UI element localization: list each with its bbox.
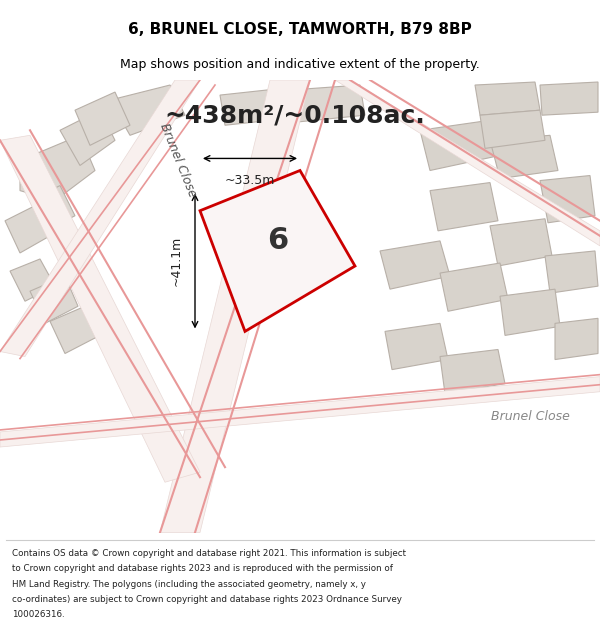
Text: Map shows position and indicative extent of the property.: Map shows position and indicative extent… <box>120 58 480 71</box>
Text: to Crown copyright and database rights 2023 and is reproduced with the permissio: to Crown copyright and database rights 2… <box>12 564 393 573</box>
Polygon shape <box>10 259 55 301</box>
Polygon shape <box>30 186 75 231</box>
Text: Brunel Close: Brunel Close <box>491 411 569 423</box>
Text: ~33.5m: ~33.5m <box>225 174 275 186</box>
Polygon shape <box>20 135 95 201</box>
Text: 6: 6 <box>268 226 289 256</box>
Polygon shape <box>475 82 540 115</box>
Polygon shape <box>430 182 498 231</box>
Text: HM Land Registry. The polygons (including the associated geometry, namely x, y: HM Land Registry. The polygons (includin… <box>12 579 366 589</box>
Polygon shape <box>335 80 600 246</box>
Polygon shape <box>220 88 290 125</box>
Polygon shape <box>420 120 500 171</box>
Polygon shape <box>60 110 115 166</box>
Polygon shape <box>200 171 355 331</box>
Polygon shape <box>290 85 365 122</box>
Text: 6, BRUNEL CLOSE, TAMWORTH, B79 8BP: 6, BRUNEL CLOSE, TAMWORTH, B79 8BP <box>128 22 472 38</box>
Polygon shape <box>30 276 78 323</box>
Polygon shape <box>50 306 98 354</box>
Text: ~438m²/~0.108ac.: ~438m²/~0.108ac. <box>164 103 425 127</box>
Text: co-ordinates) are subject to Crown copyright and database rights 2023 Ordnance S: co-ordinates) are subject to Crown copyr… <box>12 595 402 604</box>
Text: 100026316.: 100026316. <box>12 610 65 619</box>
Polygon shape <box>75 92 130 146</box>
Polygon shape <box>540 82 598 115</box>
Polygon shape <box>440 349 505 394</box>
Polygon shape <box>0 135 200 483</box>
Polygon shape <box>540 176 595 222</box>
Text: ~41.1m: ~41.1m <box>170 236 183 286</box>
Polygon shape <box>385 323 448 369</box>
Polygon shape <box>440 263 508 311</box>
Polygon shape <box>160 80 310 532</box>
Polygon shape <box>5 206 50 253</box>
Polygon shape <box>480 110 545 148</box>
Polygon shape <box>490 135 558 179</box>
Polygon shape <box>110 85 185 135</box>
Polygon shape <box>0 377 600 447</box>
Polygon shape <box>500 289 560 336</box>
Text: Contains OS data © Crown copyright and database right 2021. This information is : Contains OS data © Crown copyright and d… <box>12 549 406 558</box>
Polygon shape <box>545 251 598 293</box>
Polygon shape <box>555 318 598 359</box>
Polygon shape <box>490 219 552 266</box>
Polygon shape <box>380 241 450 289</box>
Text: Brunel Close: Brunel Close <box>157 121 199 199</box>
Polygon shape <box>0 80 200 356</box>
